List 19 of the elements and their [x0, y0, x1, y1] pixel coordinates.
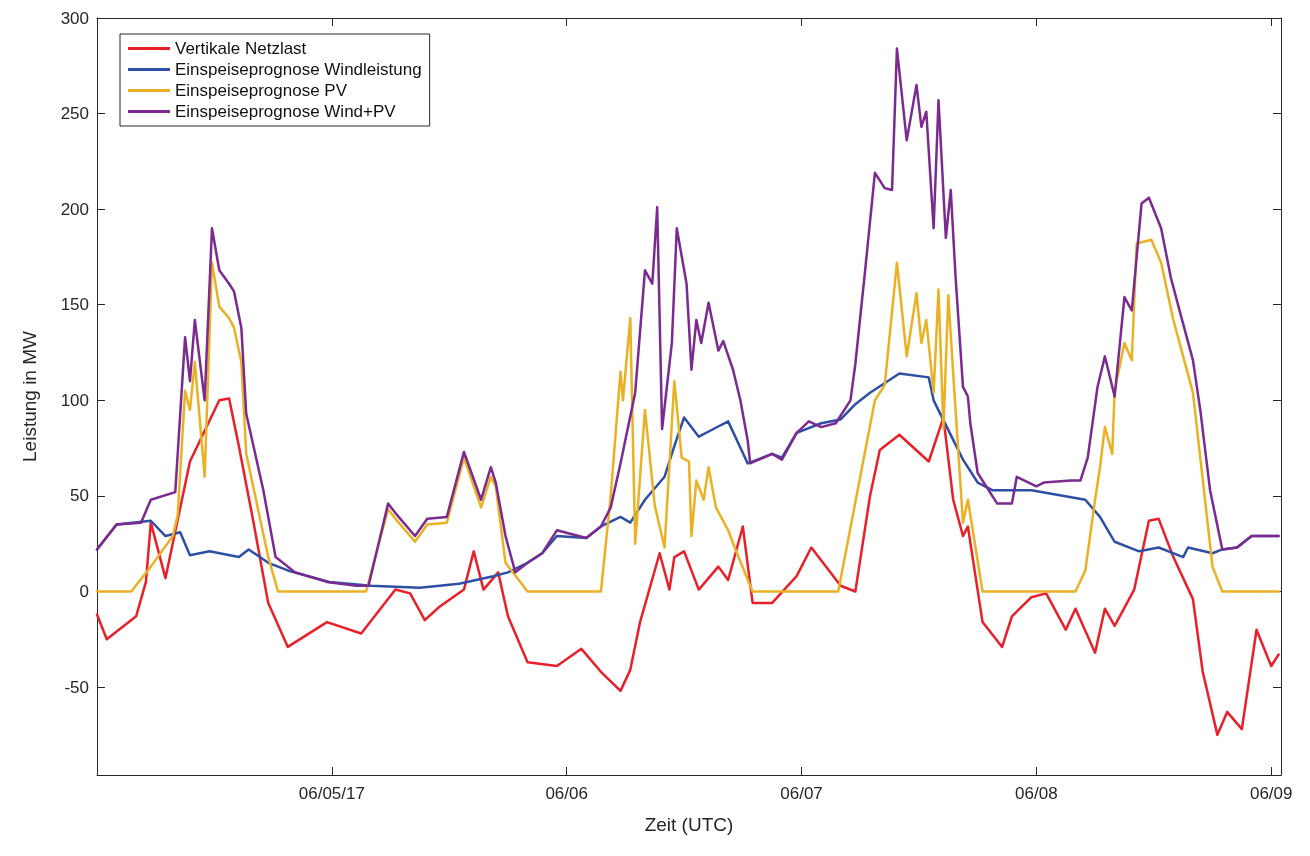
- y-tick-label: 100: [60, 390, 89, 410]
- legend-label: Vertikale Netzlast: [175, 39, 307, 58]
- x-tick-label: 06/07: [780, 784, 823, 803]
- y-axis-title: Leistung in MW: [19, 330, 40, 462]
- y-tick-label: 50: [70, 486, 89, 506]
- y-tick-label: 250: [60, 104, 89, 124]
- x-axis-title: Zeit (UTC): [644, 814, 734, 835]
- x-tick-label: 06/06: [545, 784, 588, 803]
- x-tick-label: 06/05/17: [298, 784, 365, 803]
- y-tick-label: 0: [79, 581, 89, 601]
- y-tick-label: 200: [60, 199, 89, 219]
- legend-label: Einspeiseprognose PV: [175, 81, 348, 100]
- y-tick-label: -50: [64, 677, 89, 697]
- legend-label: Einspeiseprognose Wind+PV: [175, 102, 397, 121]
- y-tick-label: 150: [60, 295, 89, 315]
- x-tick-label: 06/08: [1015, 784, 1058, 803]
- legend-label: Einspeiseprognose Windleistung: [175, 60, 422, 79]
- y-tick-label: 300: [60, 8, 89, 28]
- x-tick-label: 06/09: [1249, 784, 1293, 803]
